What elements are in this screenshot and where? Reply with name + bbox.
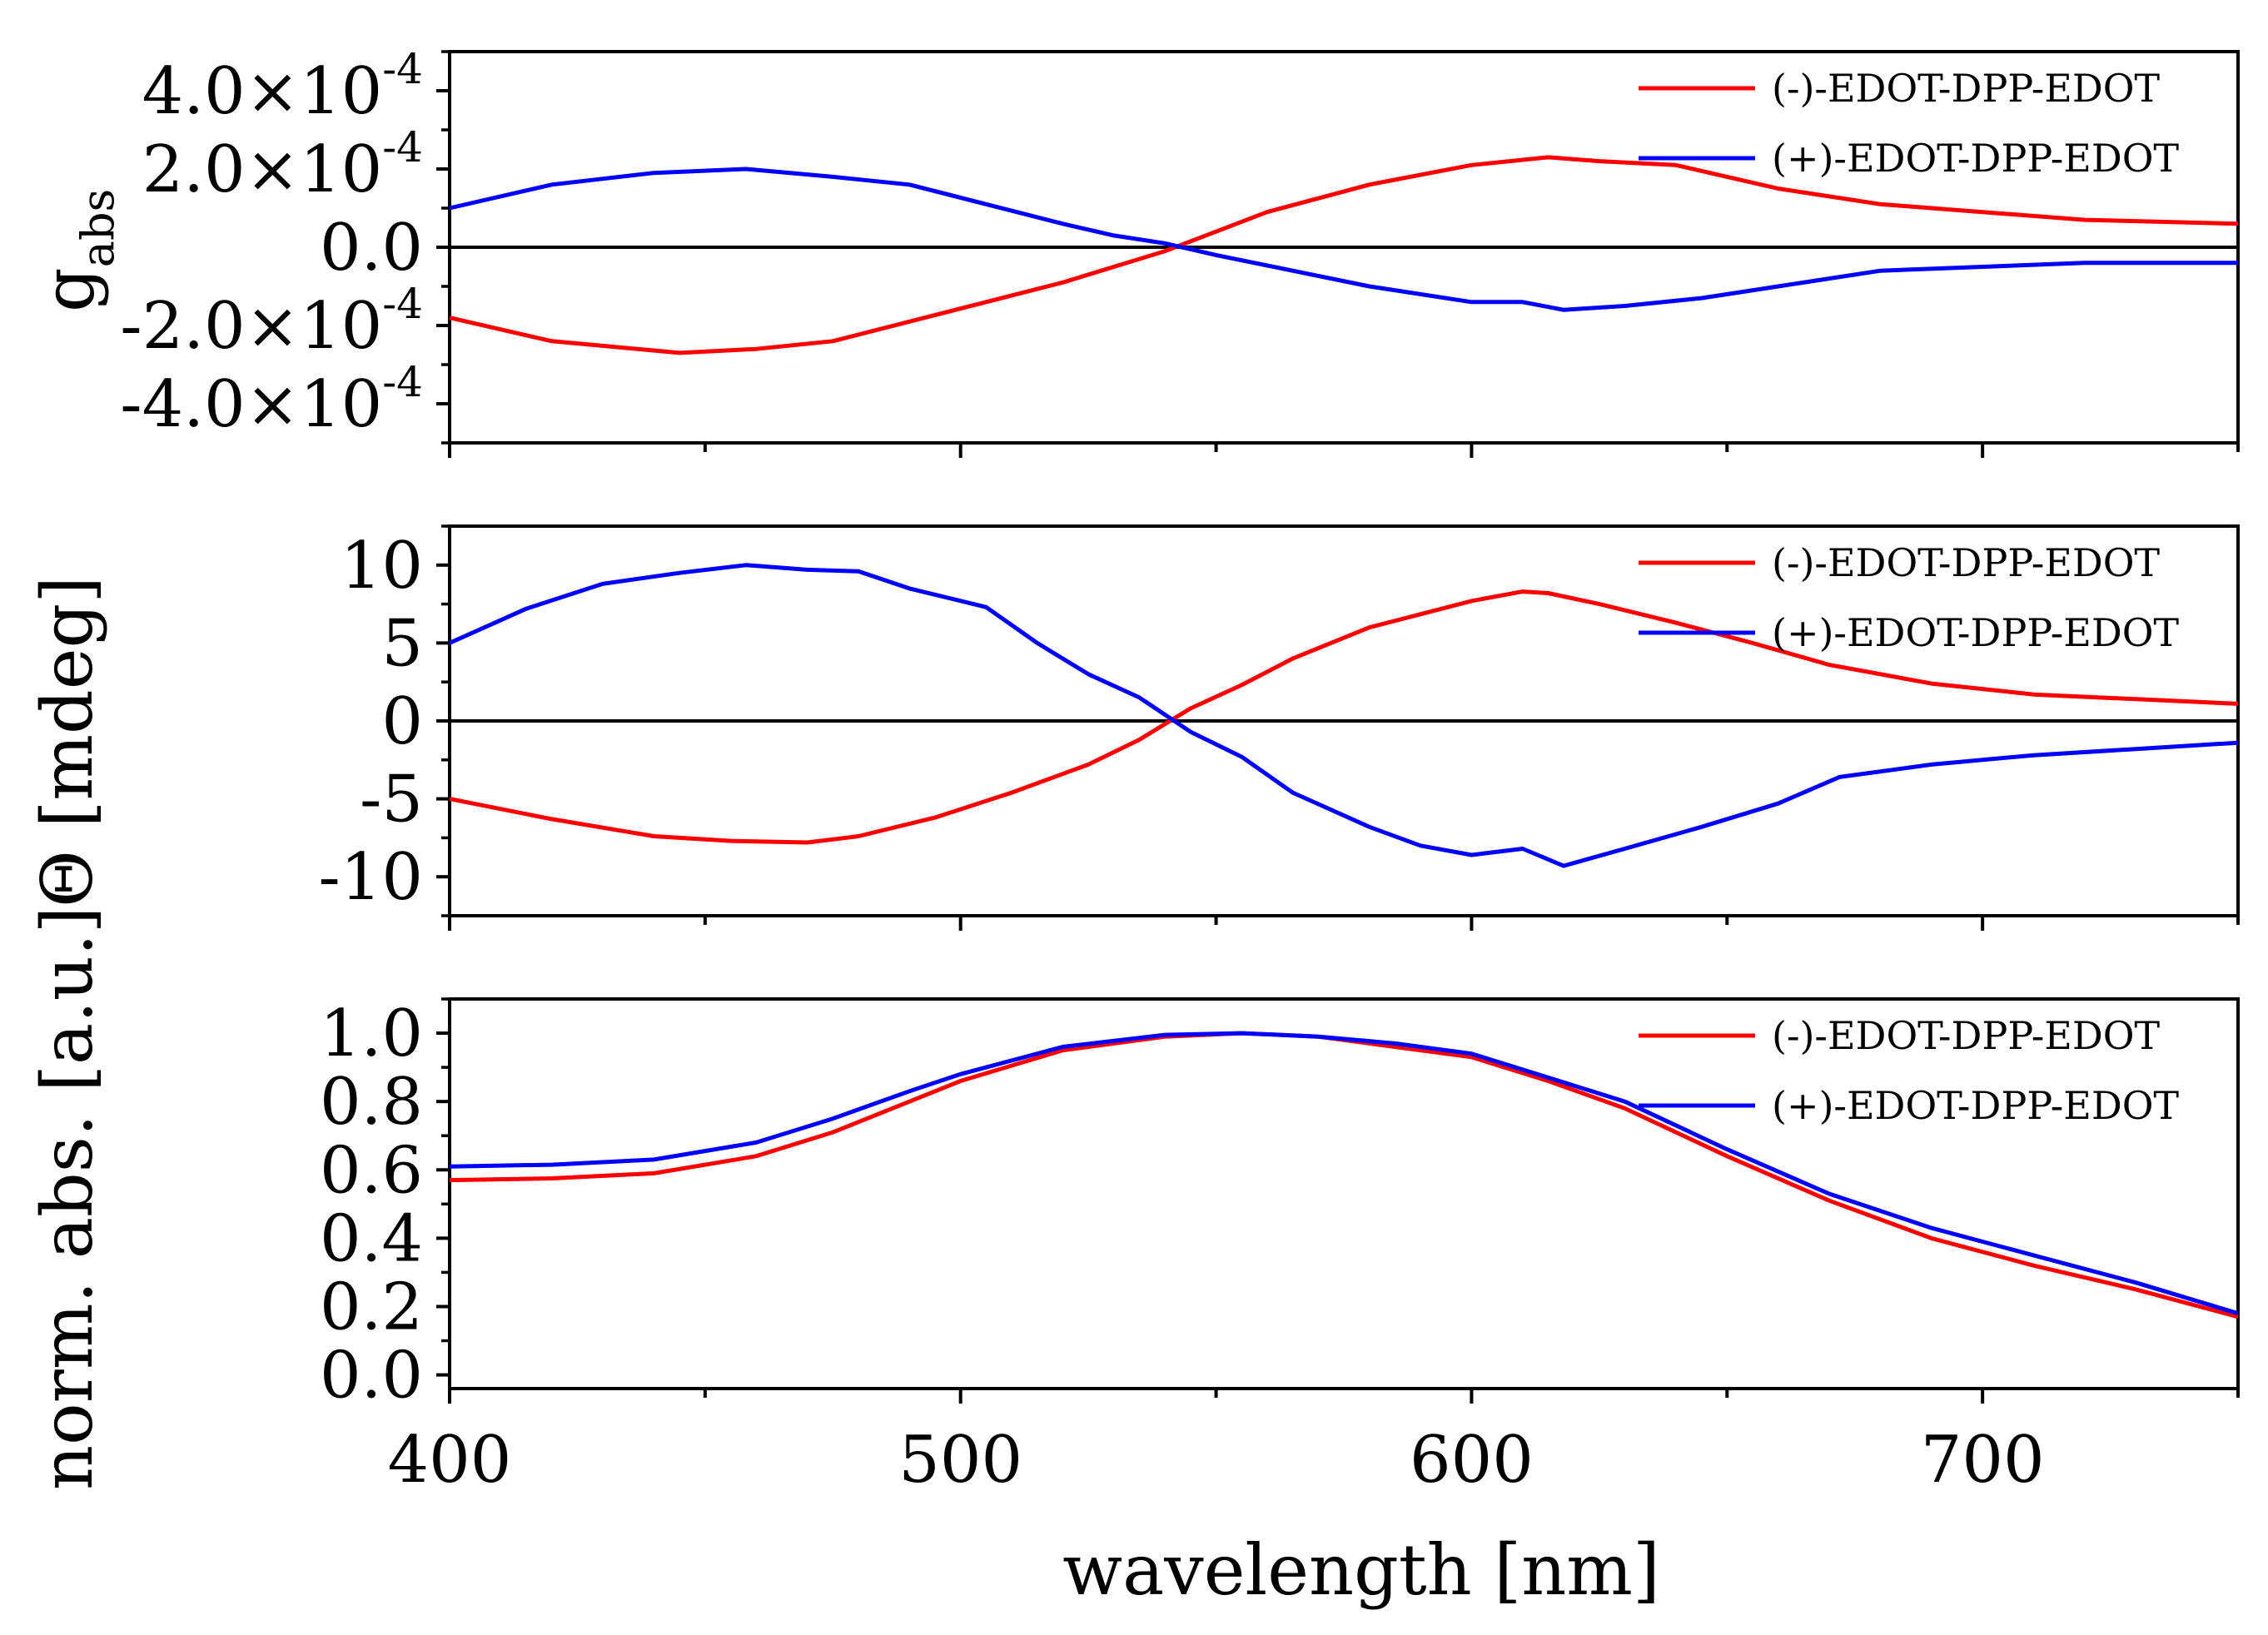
middle-y-tick-label: -5 [360, 763, 423, 837]
middle-series-line-plus [448, 563, 2239, 868]
top-y-tick-label: 0.0 [320, 211, 423, 286]
bottom-y-tick-label: 1.0 [320, 996, 423, 1071]
bottom-series-line-plus [449, 1031, 2239, 1316]
y-axis-title-norm-abs: norm. abs. [a.u.] [27, 907, 108, 1490]
top-y-tick-mantissa: 2.0×10 [142, 132, 383, 207]
bottom-y-tick-label: 0.0 [320, 1339, 423, 1414]
bottom-y-tick-label: 0.2 [320, 1270, 423, 1344]
middle-legend-label-minus: (-)-EDOT-DPP-EDOT [1772, 540, 2160, 585]
panel-top: -4.0×10-4-2.0×10-40.02.0×10-44.0×10-4 (-)… [120, 45, 2240, 458]
g-abs-subscript: abs [72, 189, 124, 267]
top-y-tick-mantissa: -2.0×10 [120, 289, 382, 364]
g-abs-main: g [28, 267, 110, 312]
top-legend-label-minus: (-)-EDOT-DPP-EDOT [1772, 66, 2160, 111]
top-y-tick-exponent: -4 [382, 123, 423, 171]
top-y-tick-exponent: -4 [382, 280, 423, 328]
bottom-x-tick-label: 600 [1410, 1423, 1534, 1498]
top-y-tick-label: -4.0×10-4 [120, 358, 423, 442]
bottom-x-tick-label: 500 [898, 1423, 1022, 1498]
bottom-y-tick-label: 0.4 [320, 1201, 423, 1276]
bottom-y-tick-label: 0.6 [320, 1133, 423, 1208]
y-axis-title-theta: Θ [mdeg] [27, 576, 108, 907]
middle-series-line-minus [449, 589, 2239, 845]
middle-y-tick-label: 10 [341, 529, 423, 604]
top-series-line-plus [449, 166, 2238, 312]
bottom-x-tick-label: 700 [1921, 1423, 2045, 1498]
top-y-tick-mantissa: 0.0 [320, 211, 423, 286]
x-axis-title: wavelength [nm] [1062, 1529, 1659, 1611]
top-y-tick-mantissa: -4.0×10 [120, 367, 382, 442]
middle-y-tick-label: 0 [381, 684, 423, 759]
top-y-tick-label: 4.0×10-4 [142, 45, 423, 129]
top-y-tick-mantissa: 4.0×10 [142, 54, 383, 129]
bottom-series-line-minus [449, 1031, 2239, 1319]
top-series-line-minus [449, 155, 2239, 355]
middle-y-tick-label: 5 [381, 606, 423, 681]
middle-y-tick-label: -10 [318, 840, 423, 915]
panel-bottom: 0.00.20.40.60.81.0 400 500 600 700 (-)-EDOT-D… [320, 996, 2240, 1498]
bottom-legend-label-minus: (-)-EDOT-DPP-EDOT [1772, 1013, 2160, 1058]
bottom-x-tick-label: 400 [388, 1423, 512, 1498]
top-y-tick-label: -2.0×10-4 [120, 280, 423, 364]
top-y-tick-label: 2.0×10-4 [142, 123, 423, 207]
top-y-tick-exponent: -4 [382, 358, 423, 406]
top-legend-label-plus: (+)-EDOT-DPP-EDOT [1772, 136, 2179, 181]
bottom-plot-frame [448, 997, 2240, 1390]
bottom-y-tick-label: 0.8 [320, 1065, 423, 1140]
top-y-tick-exponent: -4 [382, 45, 423, 93]
middle-legend-label-plus: (+)-EDOT-DPP-EDOT [1772, 610, 2179, 655]
y-axis-title-g-abs: gabs [28, 189, 124, 312]
bottom-legend-label-plus: (+)-EDOT-DPP-EDOT [1772, 1083, 2179, 1128]
panels-layer: -4.0×10-4-2.0×10-40.02.0×10-44.0×10-4 (-)… [120, 45, 2240, 1498]
